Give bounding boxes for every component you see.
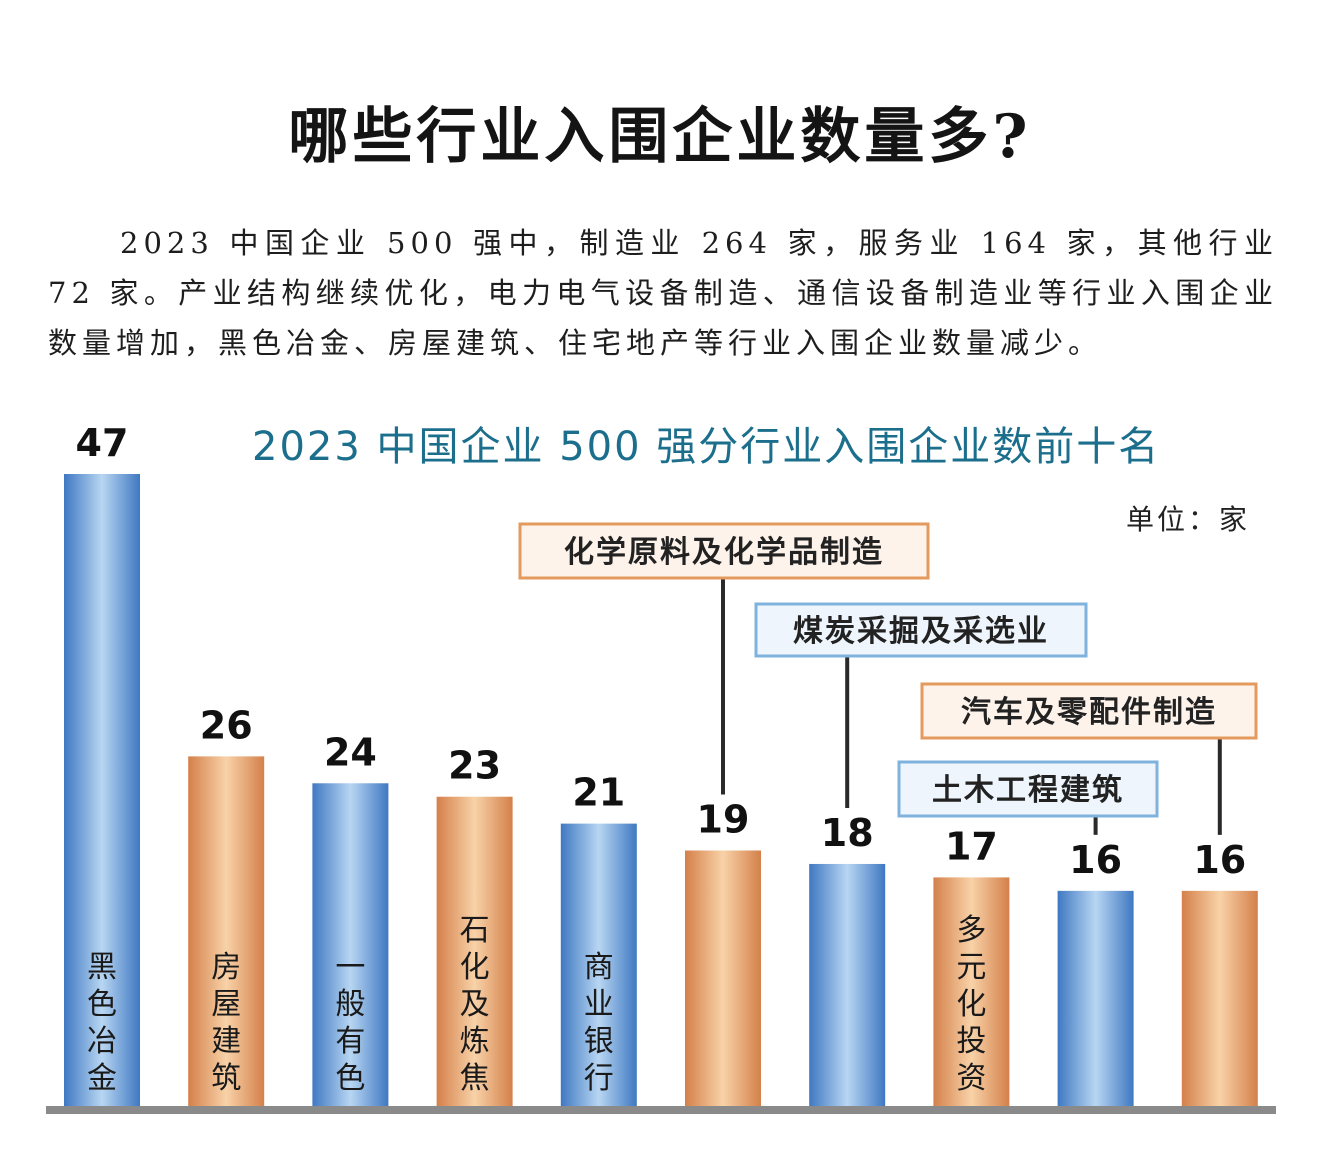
category-label: 汽车及零配件制造: [961, 695, 1217, 730]
bar: [64, 474, 140, 1106]
callout-box: [518, 522, 930, 580]
callout-box: [920, 682, 1258, 740]
unit-label: 单位：家: [1125, 503, 1250, 536]
callout-box: [754, 602, 1088, 658]
value-label: 18: [821, 811, 874, 855]
category-label: 煤炭采掘及采选业: [793, 614, 1049, 649]
value-label: 16: [1193, 838, 1246, 882]
category-label: 土木工程建筑: [932, 773, 1124, 808]
category-label: 石化及炼焦: [460, 913, 490, 1096]
value-label: 24: [324, 730, 377, 774]
category-label: 房屋建筑: [211, 950, 241, 1096]
x-axis-line: [46, 1106, 1276, 1114]
bar: [312, 783, 389, 1106]
bar: [933, 877, 1010, 1106]
bar: [188, 756, 265, 1106]
category-label: 商业银行: [584, 950, 614, 1096]
headline: 哪些行业入围企业数量多?: [288, 102, 1032, 172]
bar: [436, 796, 513, 1106]
value-label: 19: [697, 798, 750, 842]
value-label: 47: [76, 421, 129, 465]
intro-paragraph: 2023 中国企业 500 强中，制造业 264 家，服务业 164 家，其他行…: [48, 226, 1278, 360]
value-label: 23: [448, 744, 501, 788]
bar: [560, 823, 637, 1106]
category-label: 黑色冶金: [87, 950, 117, 1096]
category-label: 一般有色: [335, 950, 365, 1096]
value-label: 21: [572, 771, 625, 815]
chart-title: 2023 中国企业 500 强分行业入围企业数前十名: [252, 424, 1161, 470]
value-label: 17: [945, 824, 998, 868]
value-label: 16: [1069, 838, 1122, 882]
callout-box: [897, 760, 1159, 818]
bar: [1057, 890, 1134, 1106]
bar: [809, 863, 886, 1106]
category-label: 多元化投资: [956, 913, 986, 1096]
category-label: 化学原料及化学品制造: [564, 535, 884, 570]
bar: [685, 850, 761, 1106]
bar: [1181, 890, 1258, 1106]
value-label: 26: [200, 703, 253, 747]
